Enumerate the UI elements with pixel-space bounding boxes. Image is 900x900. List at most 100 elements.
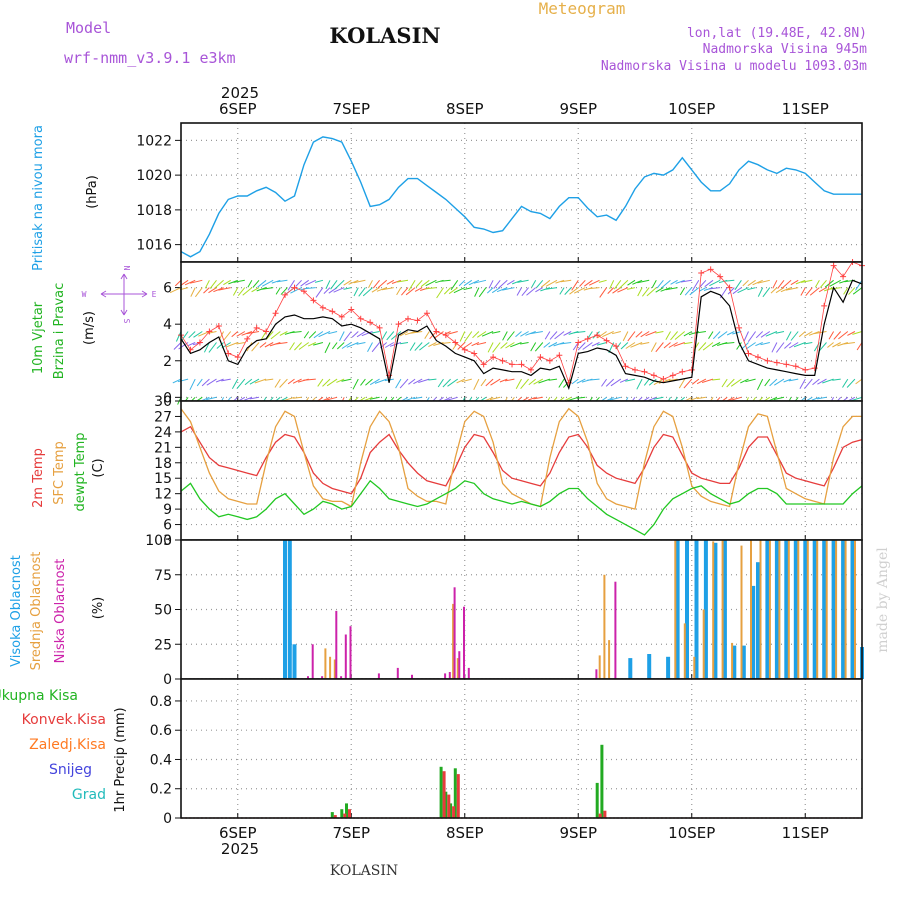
wind-barb: [410, 331, 423, 334]
wind-barb: [824, 287, 834, 292]
wind-barb: [478, 287, 487, 298]
wind-barb: [696, 378, 707, 385]
wind-barb: [206, 378, 217, 386]
y-tick-label: 15: [154, 471, 172, 487]
wind-barb: [274, 378, 281, 388]
wind-barb: [237, 287, 246, 297]
wind-barb: [491, 331, 501, 334]
temperature-titles: 2m Temp SFC Temp dewpt Temp (C): [31, 432, 106, 511]
wind-barb: [418, 378, 430, 383]
wind-barb: [364, 396, 373, 401]
wind-barb: [573, 331, 586, 334]
total-precip-bar: [600, 744, 604, 818]
wind-barb: [602, 331, 614, 338]
wind-barb: [505, 342, 515, 349]
wind-barb: [817, 396, 827, 400]
wind-barb: [852, 287, 863, 295]
wind-barb: [655, 342, 664, 353]
wind-barb: [584, 279, 593, 287]
gust-marker: [527, 366, 534, 373]
wind-barb: [457, 342, 466, 350]
wind-barb: [236, 331, 246, 337]
wind-barb: [487, 342, 494, 353]
wind-barb: [187, 342, 196, 347]
wind-barb: [625, 342, 636, 349]
wind-barb: [461, 378, 472, 383]
wind-barb: [456, 378, 466, 384]
wind-barb: [506, 331, 515, 341]
y-tick-label: 6: [163, 518, 172, 534]
sfc-temp-title: SFC Temp: [52, 441, 67, 505]
wind-barb: [169, 287, 182, 294]
top-date-label: 9SEP: [559, 100, 597, 118]
wind-barb: [711, 342, 721, 348]
wind-barb: [712, 331, 721, 340]
panel-pressure: 1016 1018 1020 1022: [136, 122, 863, 263]
precip-titles: Ukupna Kisa Konvek.Kisa Zaledj.Kisa Snij…: [0, 688, 128, 813]
wind-barb: [721, 378, 728, 388]
wind-barb: [488, 280, 494, 289]
gust-marker: [707, 266, 714, 273]
wind-barb: [481, 331, 494, 337]
low-cloud-bar: [458, 651, 461, 679]
wind-barb: [223, 331, 232, 341]
wind-barb: [341, 378, 352, 382]
panel-wind: 0 2 4 6: [163, 259, 865, 409]
wind-barb: [811, 396, 820, 401]
wind-barb: [678, 378, 686, 389]
y-tick-label: 25: [154, 637, 172, 653]
gust-marker: [405, 315, 411, 322]
wind-barb: [348, 279, 359, 285]
wind-barb: [709, 279, 721, 287]
wind-barb: [674, 331, 686, 340]
wind-barb: [528, 396, 536, 401]
wind-barb: [665, 287, 678, 291]
wind-barb: [369, 396, 380, 400]
wind-barb: [848, 287, 856, 295]
bottom-date-label: 10SEP: [668, 824, 715, 842]
wind-barb: [577, 342, 586, 351]
gust-marker: [773, 359, 780, 366]
wind-barb: [203, 287, 210, 294]
high-cloud-bar: [732, 645, 737, 679]
low-cloud-bar: [335, 610, 338, 679]
coords-label: lon,lat (19.48E, 42.8N): [687, 26, 867, 41]
wind-barb: [820, 279, 827, 288]
mid-cloud-bar: [702, 609, 705, 679]
wind-barb: [188, 331, 196, 339]
wind-barb: [683, 378, 693, 389]
wind-barb: [571, 280, 579, 291]
wind-barb: [828, 331, 835, 340]
wind-barb: [325, 280, 331, 290]
wind-barb: [386, 279, 395, 285]
y-tick-label: 0.6: [150, 723, 172, 739]
wind-barb: [622, 331, 629, 342]
wind-barb: [784, 342, 792, 349]
mid-cloud-bar: [759, 540, 762, 679]
compass-west-label: W: [82, 290, 87, 299]
compass-south-label: S: [122, 319, 131, 324]
total-precip-bar: [449, 803, 453, 818]
wind-barb: [829, 279, 841, 287]
wind-barb: [777, 279, 785, 289]
y-tick-label: 18: [154, 456, 172, 472]
gust-marker: [376, 324, 383, 331]
wind-barb: [576, 396, 586, 399]
wind-barb: [545, 287, 558, 290]
top-date-labels: 6SEP 7SEP 8SEP 9SEP 10SEP 11SEP: [219, 100, 829, 118]
wind-barb: [627, 287, 636, 290]
wind-barb: [817, 378, 827, 385]
conv-precip-bar: [452, 806, 456, 818]
wind-barb: [254, 378, 267, 384]
wind-barb: [367, 342, 373, 352]
wind-barb: [838, 331, 849, 340]
wind-barb: [771, 342, 778, 353]
wind-barb: [358, 287, 366, 297]
high-cloud-bar: [850, 540, 855, 679]
gust-marker: [698, 269, 705, 276]
high-cloud-title: Visoka Oblacnost: [9, 555, 24, 667]
wind-barb: [814, 280, 820, 288]
wind-barb: [303, 331, 310, 339]
wind-barb: [747, 287, 756, 291]
